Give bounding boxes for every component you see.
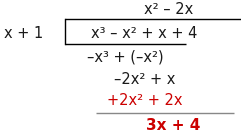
Text: 3x + 4: 3x + 4 — [146, 118, 201, 134]
Text: –2x² + x: –2x² + x — [114, 72, 175, 87]
Text: x³ – x² + x + 4: x³ – x² + x + 4 — [91, 26, 198, 41]
Text: –x³ + (–x²): –x³ + (–x²) — [87, 50, 164, 65]
Text: x² – 2x: x² – 2x — [144, 2, 193, 17]
Text: x + 1: x + 1 — [5, 26, 44, 41]
Text: +2x² + 2x: +2x² + 2x — [107, 93, 182, 108]
